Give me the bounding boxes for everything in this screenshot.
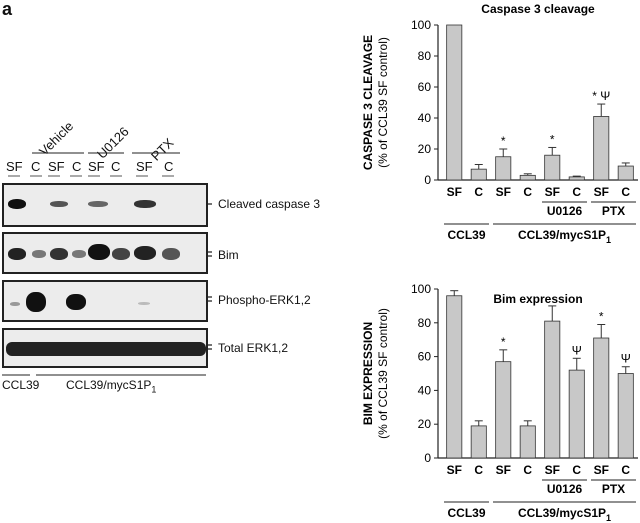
blot-row-label: Cleaved caspase 3 <box>218 197 321 211</box>
x-tick-label: SF <box>496 463 511 477</box>
bar <box>446 24 463 181</box>
blot-row-label: Total ERK1,2 <box>218 341 289 355</box>
blot-row-label: Bim <box>218 248 239 262</box>
blot-cleaved-caspase3 <box>2 183 208 227</box>
cell-line-label: CCL39/mycS1P1 <box>66 378 157 395</box>
bar <box>617 165 634 181</box>
lane-label: SF <box>136 159 153 174</box>
bar <box>446 295 463 459</box>
bar <box>519 174 536 181</box>
bar <box>544 154 561 181</box>
panel-letter: a <box>2 0 13 19</box>
x-tick-label: SF <box>496 185 511 199</box>
lane-label: C <box>72 159 82 174</box>
x-tick-label: C <box>621 463 630 477</box>
y-tick-label: 100 <box>411 282 431 296</box>
y-tick-label: 80 <box>418 49 432 63</box>
bar <box>568 176 585 181</box>
cell-line-label: CCL39/mycS1P1 <box>518 228 611 245</box>
y-axis-label: BIM EXPRESSION <box>361 322 375 425</box>
x-tick-label: C <box>572 463 581 477</box>
lane-label: SF <box>48 159 65 174</box>
x-tick-label: SF <box>594 463 609 477</box>
y-axis-label-units: (% of CCL39 SF control) <box>376 37 390 168</box>
group-label: PTX <box>602 482 625 496</box>
chart-caspase3-cleavage: Caspase 3 cleavage CASPASE 3 CLEAVAGE (% o… <box>361 2 638 245</box>
y-tick-label: 20 <box>418 417 432 431</box>
x-tick-label: SF <box>594 185 609 199</box>
lane-label: SF <box>88 159 105 174</box>
significance-marker: * <box>599 309 604 323</box>
blot-total-erk <box>2 328 208 368</box>
significance-marker: Ψ <box>621 352 631 366</box>
x-tick-label: SF <box>447 185 462 199</box>
y-tick-label: 20 <box>418 142 432 156</box>
group-label: PTX <box>602 204 625 218</box>
x-tick-label: C <box>621 185 630 199</box>
chart-title: Caspase 3 cleavage <box>481 2 595 16</box>
x-tick-label: SF <box>447 463 462 477</box>
bar <box>495 361 512 459</box>
y-axis-label: CASPASE 3 CLEAVAGE <box>361 35 375 170</box>
x-tick-label: SF <box>545 463 560 477</box>
bar <box>593 116 610 181</box>
significance-marker: * <box>501 335 506 349</box>
blot-row-label: Phospho-ERK1,2 <box>218 293 311 307</box>
bar <box>495 156 512 181</box>
y-tick-label: 100 <box>411 18 431 32</box>
lane-label: SF <box>6 159 23 174</box>
x-tick-label: C <box>523 463 532 477</box>
cell-line-label: CCL39 <box>2 378 40 392</box>
significance-marker: * <box>550 132 555 146</box>
y-tick-label: 0 <box>424 451 431 465</box>
x-tick-label: C <box>572 185 581 199</box>
bar <box>544 320 561 459</box>
cell-line-label: CCL39 <box>447 506 485 520</box>
y-axis-label-units: (% of CCL39 SF control) <box>376 308 390 439</box>
significance-marker: Ψ <box>572 343 582 357</box>
cell-line-label: CCL39 <box>447 228 485 242</box>
blot-phospho-erk <box>2 280 208 322</box>
x-tick-label: C <box>474 185 483 199</box>
lane-label: C <box>111 159 121 174</box>
group-label: U0126 <box>547 204 583 218</box>
bar <box>617 373 634 459</box>
y-tick-label: 40 <box>418 111 432 125</box>
y-tick-label: 0 <box>424 173 431 187</box>
bar <box>470 425 487 459</box>
y-tick-label: 80 <box>418 316 432 330</box>
bar <box>470 168 487 181</box>
significance-marker: * <box>501 134 506 148</box>
bar <box>568 369 585 459</box>
lane-label: C <box>164 159 174 174</box>
group-label: U0126 <box>547 482 583 496</box>
bar <box>519 425 536 459</box>
chart-bim-expression: Bim expression BIM EXPRESSION (% of CCL39 … <box>361 282 638 523</box>
y-tick-label: 60 <box>418 80 432 94</box>
x-tick-label: SF <box>545 185 560 199</box>
significance-marker: * Ψ <box>592 89 610 103</box>
x-tick-label: C <box>523 185 532 199</box>
chart-title: Bim expression <box>493 292 582 306</box>
lane-label: C <box>31 159 41 174</box>
bar <box>593 337 610 459</box>
blot-bim <box>2 232 208 274</box>
y-tick-label: 40 <box>418 383 432 397</box>
cell-line-label: CCL39/mycS1P1 <box>518 506 611 523</box>
x-tick-label: C <box>474 463 483 477</box>
y-tick-label: 60 <box>418 350 432 364</box>
